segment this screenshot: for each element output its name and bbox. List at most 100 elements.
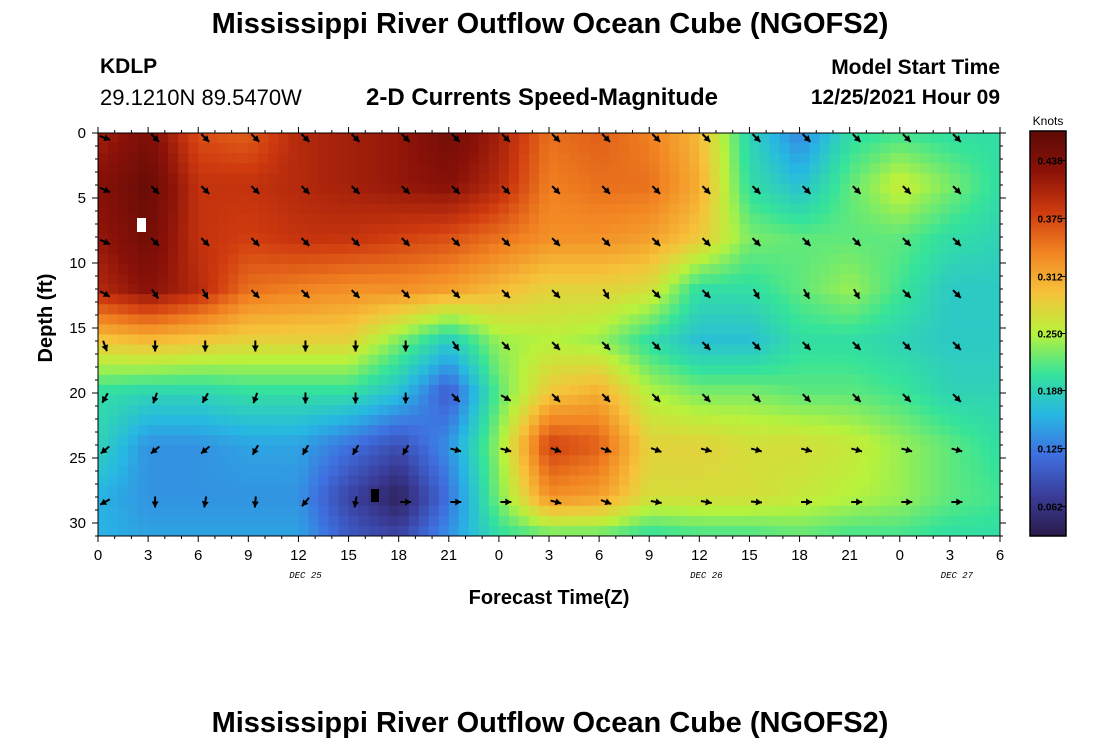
heatmap-cell	[579, 253, 590, 265]
heatmap-cell	[208, 445, 219, 456]
heatmap-cell	[609, 344, 620, 356]
heatmap-cell	[148, 465, 159, 477]
heatmap-cell	[208, 334, 219, 346]
heatmap-cell	[528, 284, 540, 295]
heatmap-cell	[488, 133, 500, 144]
heatmap-cell	[488, 485, 500, 497]
heatmap-cell	[388, 163, 400, 174]
heatmap-cell	[669, 415, 680, 426]
heatmap-cell	[118, 415, 129, 426]
current-vector	[751, 237, 762, 247]
heatmap-cell	[288, 344, 300, 356]
heatmap-cell	[158, 445, 169, 456]
heatmap-cell	[779, 374, 791, 386]
heatmap-cell	[699, 505, 710, 517]
heatmap-cell	[549, 163, 560, 174]
heatmap-cell	[188, 475, 199, 487]
heatmap-cell	[839, 133, 851, 144]
heatmap-cell	[619, 465, 630, 477]
heatmap-cell	[729, 364, 741, 376]
heatmap-cell	[719, 425, 730, 436]
heatmap-cell	[979, 374, 991, 386]
heatmap-cell	[238, 435, 249, 446]
heatmap-cell	[569, 435, 580, 446]
heatmap-cell	[538, 284, 550, 295]
heatmap-cell	[348, 364, 360, 376]
heatmap-cell	[528, 505, 540, 517]
heatmap-cell	[569, 324, 580, 336]
heatmap-cell	[128, 294, 139, 305]
heatmap-cell	[138, 425, 149, 436]
heatmap-cell	[669, 183, 680, 195]
heatmap-cell	[819, 143, 831, 154]
heatmap-cell	[639, 253, 650, 265]
colorbar-tick-label: 0.438	[1037, 156, 1062, 167]
heatmap-cell	[769, 394, 781, 406]
heatmap-cell	[378, 213, 390, 225]
heatmap-cell	[398, 284, 410, 295]
heatmap-cell	[348, 203, 360, 215]
heatmap-cell	[468, 445, 480, 456]
heatmap-cell	[989, 294, 1000, 305]
heatmap-cell	[188, 213, 199, 225]
heatmap-cell	[368, 203, 380, 215]
current-vector	[601, 393, 611, 403]
heatmap-cell	[559, 314, 570, 326]
model-start-label: Model Start Time	[831, 56, 1000, 79]
heatmap-cell	[448, 203, 460, 215]
heatmap-cell	[849, 193, 861, 205]
heatmap-cell	[468, 384, 480, 396]
heatmap-cell	[298, 193, 310, 205]
heatmap-cell	[448, 274, 460, 285]
heatmap-cell	[759, 294, 771, 305]
heatmap-cell	[188, 294, 199, 305]
heatmap-cell	[839, 143, 851, 154]
heatmap-cell	[929, 435, 941, 446]
heatmap-cell	[559, 364, 570, 376]
heatmap-cell	[719, 405, 730, 416]
current-vector	[902, 237, 912, 247]
heatmap-cell	[939, 153, 951, 164]
heatmap-cell	[749, 133, 761, 144]
heatmap-cell	[488, 465, 500, 477]
heatmap-cell	[298, 304, 310, 315]
heatmap-cell	[168, 364, 179, 376]
heatmap-cell	[328, 153, 340, 164]
heatmap-cell	[518, 203, 530, 215]
heatmap-cell	[969, 324, 981, 336]
heatmap-cell	[338, 515, 350, 527]
heatmap-cell	[729, 223, 741, 235]
heatmap-cell	[508, 233, 520, 245]
heatmap-cell	[769, 445, 781, 456]
heatmap-cell	[849, 263, 861, 275]
heatmap-cell	[599, 445, 610, 456]
heatmap-cell	[949, 334, 961, 346]
current-vector	[352, 340, 360, 352]
heatmap-cell	[689, 394, 700, 406]
heatmap-cell	[929, 525, 941, 536]
heatmap-cell	[358, 515, 370, 527]
heatmap-cell	[368, 475, 380, 487]
heatmap-cell	[949, 243, 961, 255]
heatmap-cell	[579, 314, 590, 326]
heatmap-cell	[458, 485, 470, 497]
heatmap-cell	[128, 425, 139, 436]
heatmap-cell	[569, 183, 580, 195]
heatmap-cell	[128, 384, 139, 396]
heatmap-cell	[869, 263, 881, 275]
heatmap-cell	[899, 435, 911, 446]
heatmap-cell	[108, 203, 119, 215]
heatmap-cell	[408, 213, 420, 225]
heatmap-cell	[829, 304, 841, 315]
heatmap-cell	[248, 294, 259, 305]
heatmap-cell	[619, 485, 630, 497]
heatmap-cell	[759, 384, 771, 396]
heatmap-cell	[949, 415, 961, 426]
heatmap-cell	[659, 284, 670, 295]
heatmap-cell	[478, 384, 490, 396]
heatmap-cell	[348, 374, 360, 386]
heatmap-cell	[669, 203, 680, 215]
heatmap-cell	[719, 364, 730, 376]
heatmap-cell	[228, 274, 239, 285]
heatmap-cell	[819, 183, 831, 195]
